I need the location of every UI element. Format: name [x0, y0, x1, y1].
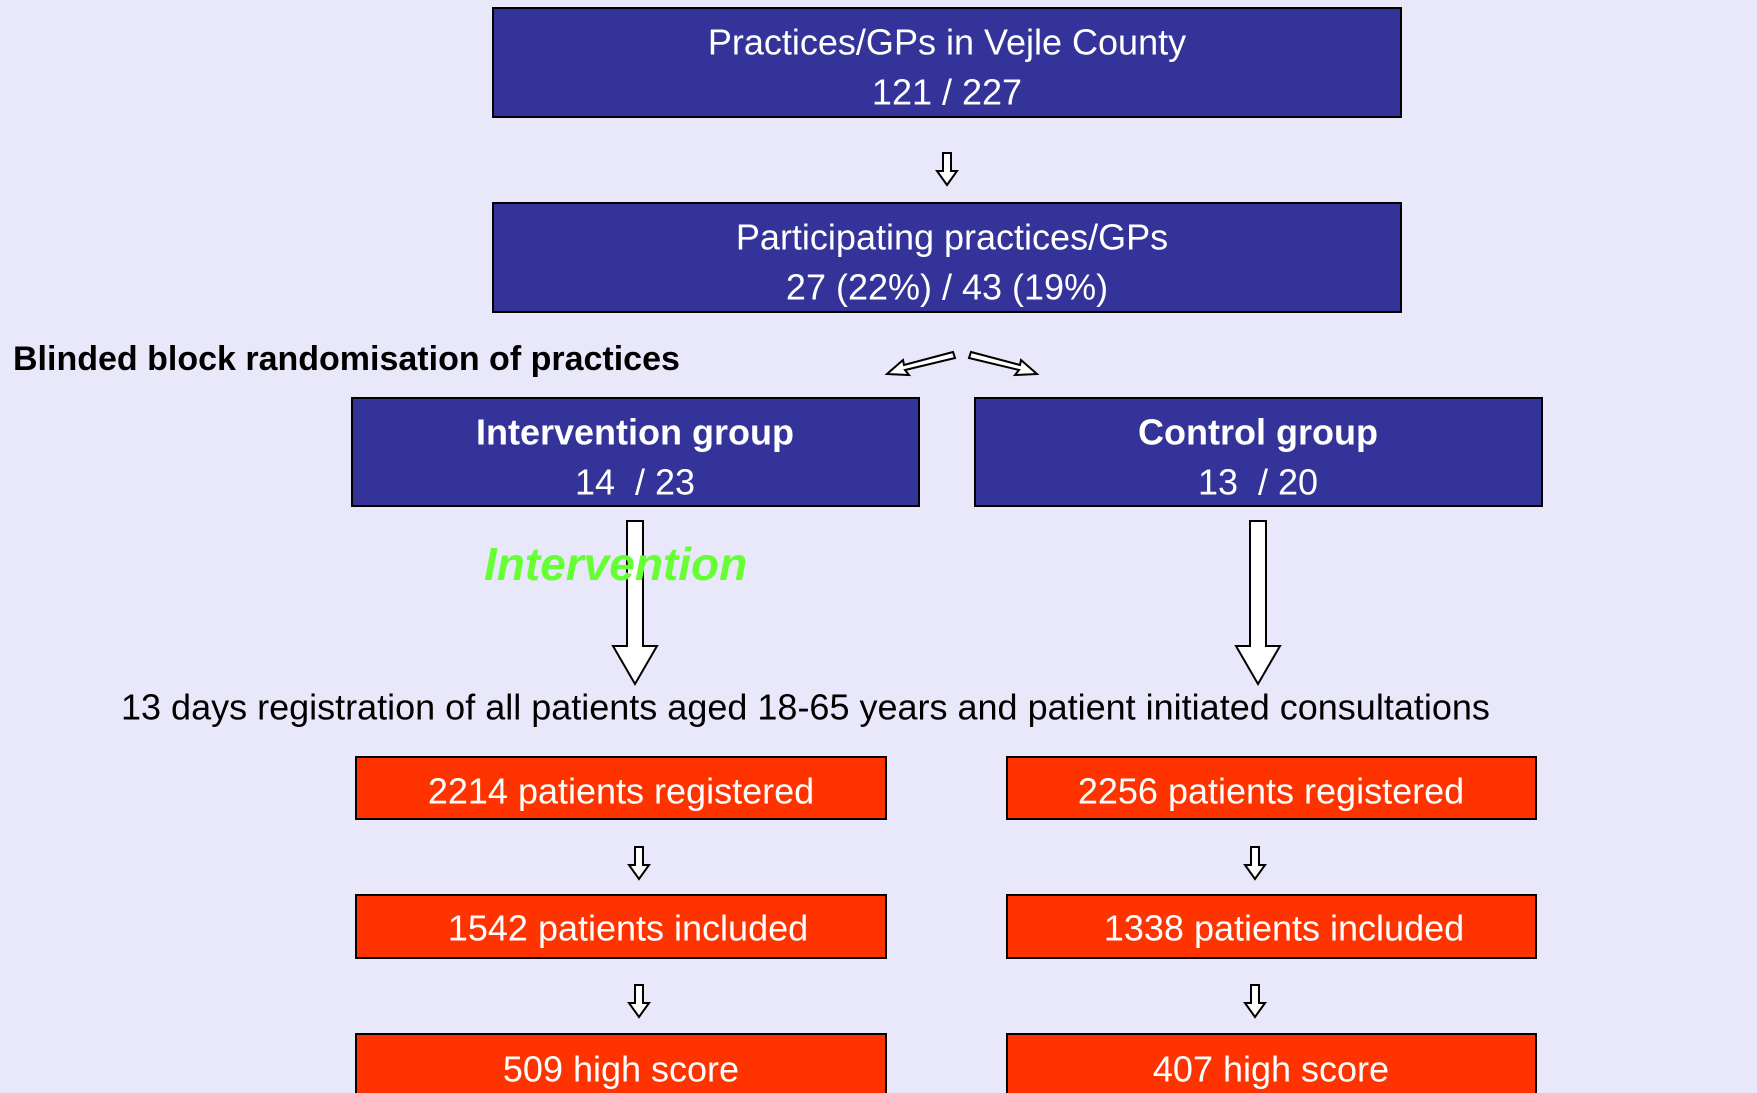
- box-detail: 121 / 227: [872, 72, 1022, 113]
- arrow: [1243, 984, 1267, 1019]
- box-detail: 27 (22%) / 43 (19%): [786, 267, 1108, 308]
- box-detail: 14 / 23: [575, 462, 695, 503]
- box: [351, 397, 920, 507]
- box-title: 2214 patients registered: [428, 771, 814, 812]
- box-title: Control group: [1138, 412, 1378, 453]
- arrow: [611, 520, 659, 686]
- box: [355, 894, 887, 959]
- box-title: 509 high score: [503, 1049, 739, 1090]
- box: [974, 397, 1543, 507]
- arrow: [627, 846, 651, 881]
- box: [1006, 894, 1537, 959]
- arrow: [884, 350, 957, 377]
- box-detail: 13 / 20: [1198, 462, 1318, 503]
- arrow: [967, 350, 1040, 377]
- label: 13 days registration of all patients age…: [121, 687, 1490, 728]
- arrow: [1234, 520, 1282, 686]
- box: [1006, 1033, 1537, 1093]
- box-title: 1542 patients included: [448, 908, 808, 949]
- box: [492, 202, 1402, 313]
- box-title: Practices/GPs in Vejle County: [708, 22, 1186, 63]
- box-title: 1338 patients included: [1104, 908, 1464, 949]
- box: [1006, 756, 1537, 820]
- box: [355, 756, 887, 820]
- box: [355, 1033, 887, 1093]
- box-title: 407 high score: [1153, 1049, 1389, 1090]
- label: Intervention: [484, 538, 747, 590]
- arrow: [1243, 846, 1267, 881]
- box-title: 2256 patients registered: [1078, 771, 1464, 812]
- box: [492, 7, 1402, 118]
- label: Blinded block randomisation of practices: [13, 340, 680, 378]
- box-title: Participating practices/GPs: [736, 217, 1168, 258]
- arrow: [627, 984, 651, 1019]
- arrow: [935, 152, 959, 187]
- box-title: Intervention group: [476, 412, 794, 453]
